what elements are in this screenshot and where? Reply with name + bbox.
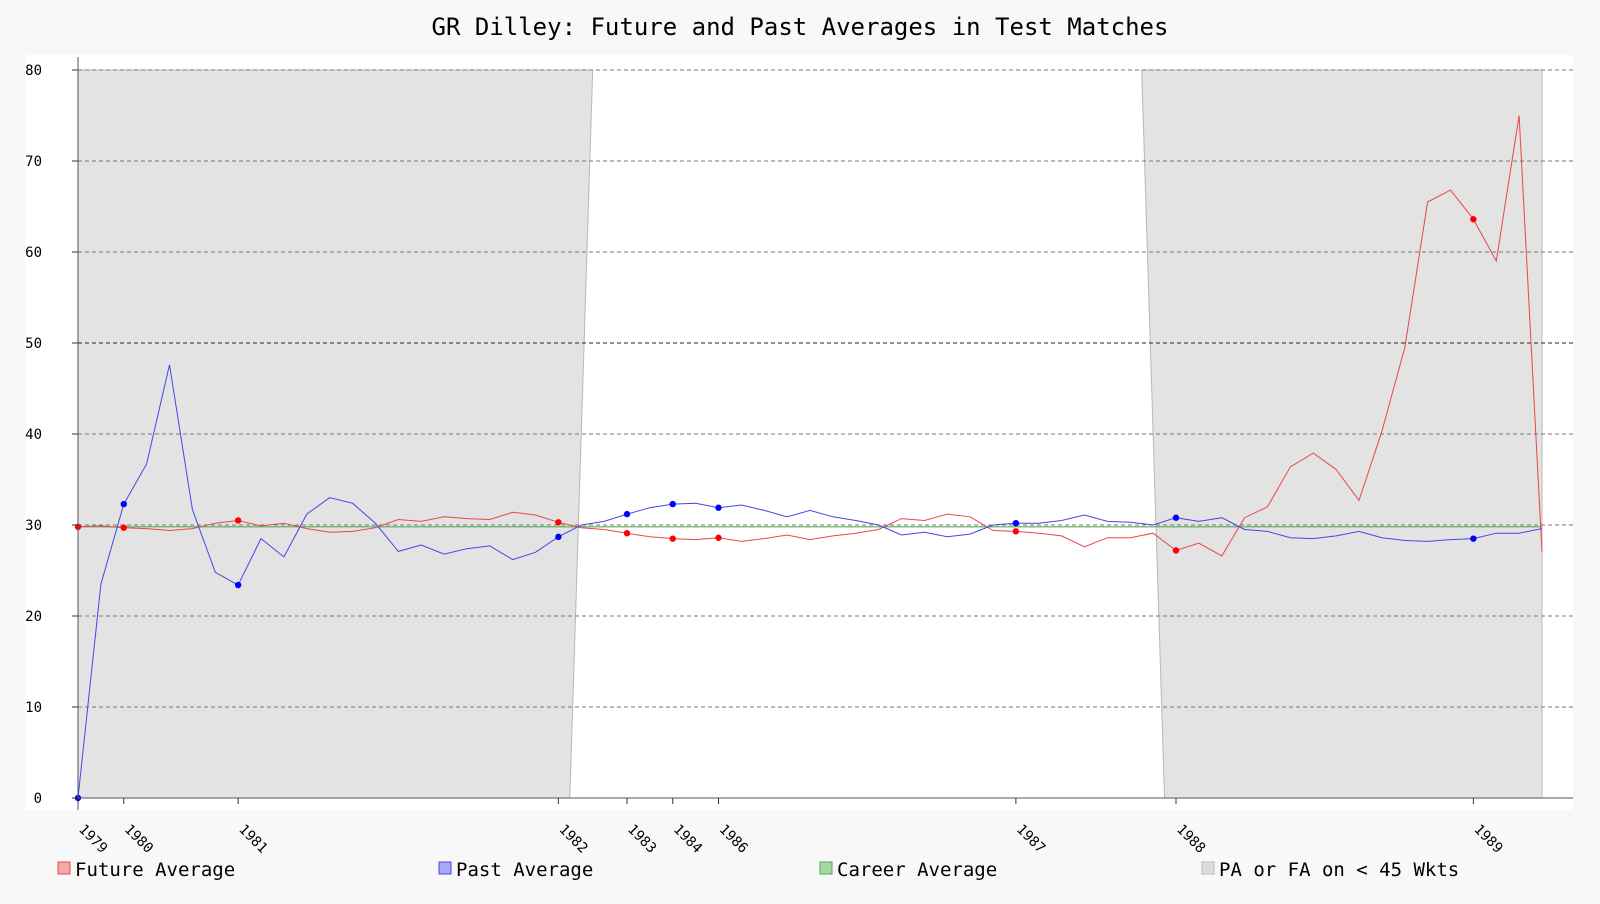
axis-layer <box>72 57 1573 810</box>
x-tick-label: 1979 <box>75 822 110 857</box>
x-tick-label: 1988 <box>1173 822 1208 857</box>
future-average-point <box>234 517 242 524</box>
past-average-line <box>77 364 1543 799</box>
legend-swatch <box>819 861 833 875</box>
y-tick-labels: 0 10 20 30 40 50 60 70 80 <box>25 63 42 807</box>
future-average-line <box>77 115 1543 557</box>
x-tick-label: 1987 <box>1013 822 1048 857</box>
past-average-point <box>1012 519 1020 527</box>
future-average-point <box>1012 528 1020 535</box>
x-tick-label: 1984 <box>670 822 705 857</box>
legend-label: Career Average <box>837 859 997 881</box>
x-tick-label: 1989 <box>1471 822 1506 857</box>
future-average-point <box>669 535 676 542</box>
chart-title: GR Dilley: Future and Past Averages in T… <box>432 13 1169 41</box>
legend-label: PA or FA on < 45 Wkts <box>1219 859 1459 881</box>
future-average-point <box>623 529 631 537</box>
y-tick-label: 10 <box>25 700 42 716</box>
legend-label: Past Average <box>456 859 593 881</box>
y-tick-label: 0 <box>34 791 42 807</box>
y-tick-label: 40 <box>25 427 42 443</box>
future-average-point <box>120 524 127 531</box>
future-average-point <box>1470 216 1477 223</box>
past-average-point <box>120 500 127 508</box>
past-average-point <box>1470 535 1477 542</box>
legend-swatch <box>1201 861 1215 875</box>
x-tick-labels: 1979 1980 1981 1982 1983 1984 1986 1987 1988 1989 <box>75 822 1506 857</box>
y-tick-label: 60 <box>25 245 42 261</box>
x-tick-label: 1980 <box>121 822 156 857</box>
x-tick-label: 1983 <box>624 822 659 857</box>
series-layer <box>74 115 1543 802</box>
future-average-point <box>715 534 722 541</box>
x-tick-label: 1981 <box>235 822 270 857</box>
y-tick-label: 70 <box>25 154 42 170</box>
y-tick-label: 20 <box>25 609 42 625</box>
legend-swatch <box>57 861 71 875</box>
future-average-point <box>555 519 562 526</box>
past-average-point <box>669 500 676 508</box>
future-average-point <box>1172 547 1180 554</box>
past-average-point <box>715 504 722 511</box>
legend-label: Future Average <box>75 859 235 881</box>
past-average-point <box>555 533 562 541</box>
y-tick-label: 50 <box>25 336 42 352</box>
past-average-point <box>623 510 631 518</box>
x-tick-label: 1982 <box>556 822 591 857</box>
past-average-point <box>234 581 242 589</box>
legend-swatch <box>438 861 452 875</box>
x-tick-label: 1986 <box>716 822 751 857</box>
legend: Future Average Past Average Career Average… <box>57 859 1459 881</box>
past-average-point <box>1172 514 1180 521</box>
y-tick-label: 80 <box>25 63 42 79</box>
y-tick-label: 30 <box>25 518 42 534</box>
